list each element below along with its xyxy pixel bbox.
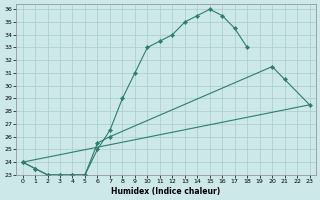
X-axis label: Humidex (Indice chaleur): Humidex (Indice chaleur) bbox=[111, 187, 221, 196]
